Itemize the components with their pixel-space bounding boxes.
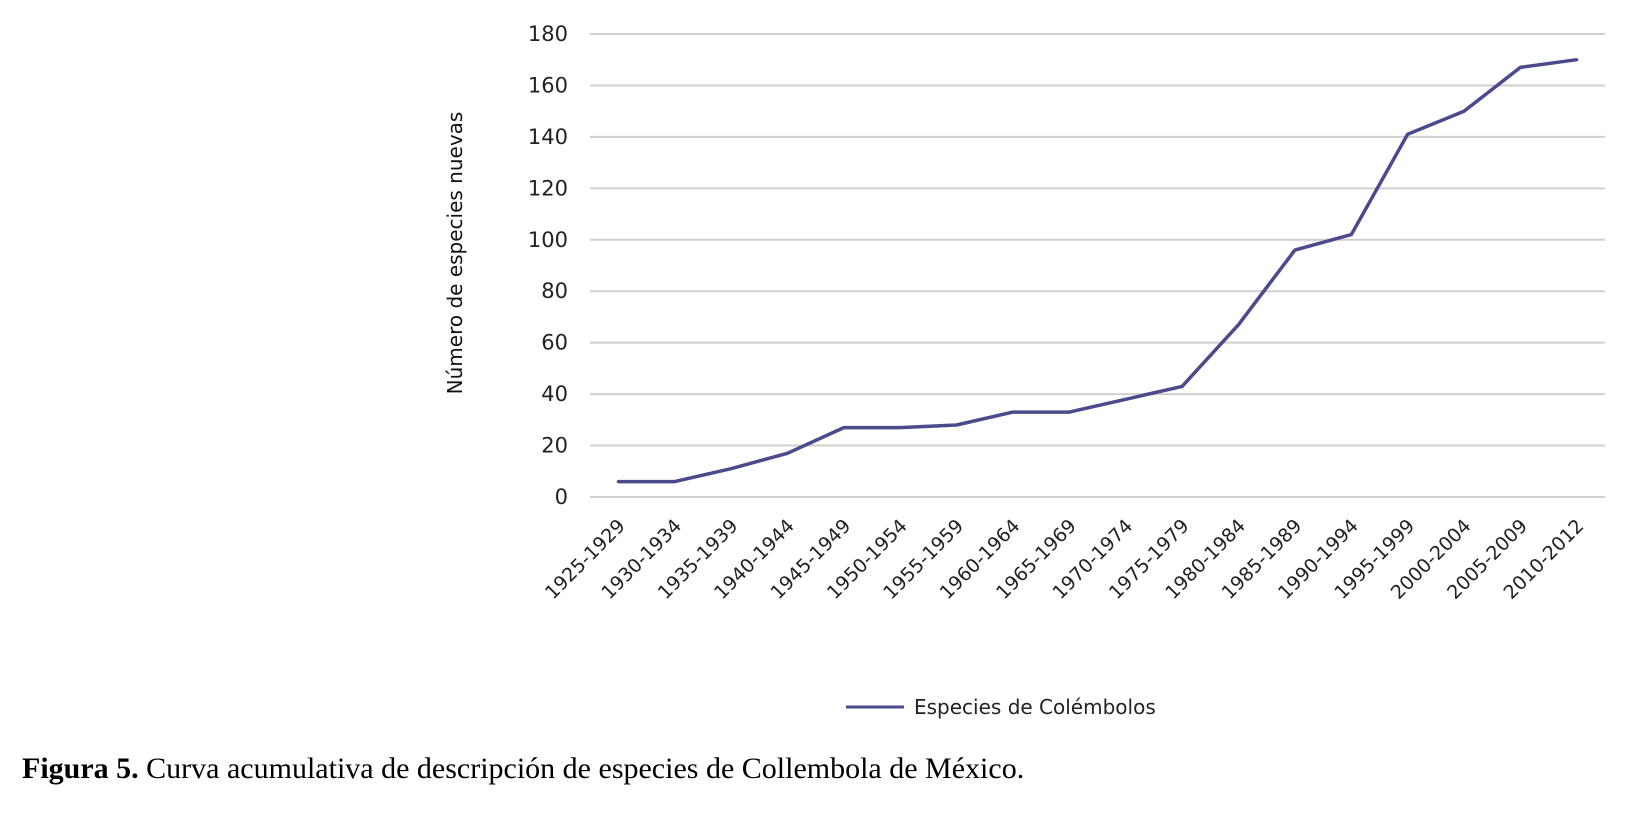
line-chart: 0 20 40 60 80 100 120 140 160 180 1925-19291930-1… [443,22,1605,719]
y-tick-label: 160 [528,73,568,97]
legend: Especies de Colémbolos [846,695,1156,719]
data-point [1236,323,1240,327]
y-axis-title: Número de especies nuevas [443,112,467,395]
caption-text: Curva acumulativa de descripción de espe… [138,752,1025,785]
data-point [1349,233,1353,237]
y-tick-label: 140 [528,125,568,149]
data-point [1518,65,1522,69]
y-tick-label: 0 [555,485,568,509]
series-line [618,57,1578,484]
data-point [673,480,677,484]
data-point [1406,132,1410,136]
data-point [1124,397,1128,401]
data-point [898,426,902,430]
x-tick-labels: 1925-19291930-19341935-19391940-19441945… [541,515,1588,604]
y-tick-label: 100 [528,228,568,252]
data-point [785,451,789,455]
figure-caption: Figura 5. Curva acumulativa de descripci… [22,752,1024,786]
grid-lines [590,33,1605,498]
y-tick-label: 60 [541,331,568,355]
y-tick-label: 80 [541,279,568,303]
y-tick-label: 120 [528,176,568,200]
data-point [729,467,733,471]
series-layer [616,57,1579,484]
data-point [955,423,959,427]
data-point [1067,410,1071,414]
legend-label: Especies de Colémbolos [914,695,1156,719]
data-point [1462,109,1466,113]
data-point [616,480,620,484]
data-point [1011,410,1015,414]
data-point [1293,248,1297,252]
y-tick-label: 20 [541,434,568,458]
y-tick-label: 40 [541,382,568,406]
data-point [1180,384,1184,388]
y-tick-labels: 0 20 40 60 80 100 120 140 160 180 [528,22,568,509]
y-tick-label: 180 [528,22,568,46]
data-point [842,426,846,430]
caption-label: Figura 5. [22,752,139,785]
data-point [1575,58,1579,62]
